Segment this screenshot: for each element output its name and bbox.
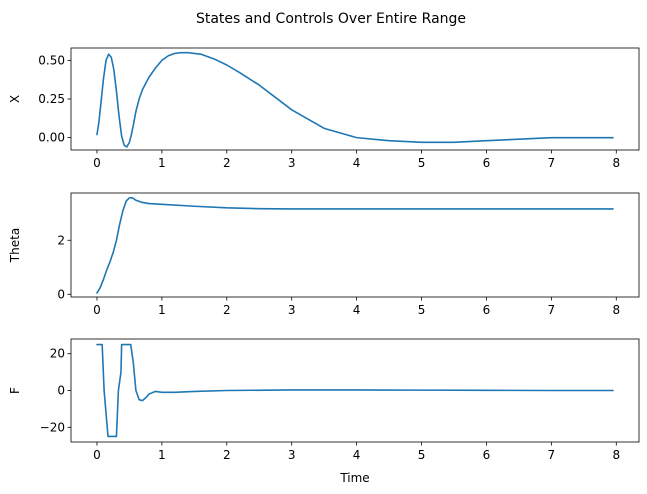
y-tick-label: 0.00	[38, 131, 65, 145]
x-tick-label: 8	[612, 156, 620, 170]
panel-theta: 0 1 2 3 4 5 6 7 8 0 2 Theta	[8, 192, 640, 317]
x-tick-label: 0	[93, 303, 101, 317]
x-tick-label: 1	[158, 448, 166, 462]
x-tick-label: 3	[288, 303, 296, 317]
plot-frame	[70, 47, 640, 151]
x-tick-label: 5	[418, 156, 426, 170]
y-tick-label: −20	[40, 420, 65, 434]
series-line-f	[96, 343, 614, 438]
tick-group: 0 1 2 3 4 5 6 7 8 0 2	[57, 233, 620, 317]
x-tick-label: 2	[223, 448, 231, 462]
y-axis-label: Theta	[8, 228, 22, 263]
x-tick-label: 4	[353, 156, 361, 170]
x-tick-label: 1	[158, 303, 166, 317]
x-tick-label: 6	[483, 448, 491, 462]
y-axis-label: X	[8, 95, 22, 103]
x-tick-label: 8	[612, 303, 620, 317]
panel-x: 0 1 2 3 4 5 6 7 8 0.00 0.25 0.50 X	[8, 47, 640, 170]
panel-f: 0 1 2 3 4 5 6 7 8 −20 0 20 F	[8, 338, 640, 462]
y-tick-label: 20	[50, 347, 65, 361]
x-tick-label: 1	[158, 156, 166, 170]
x-tick-label: 7	[548, 156, 556, 170]
x-tick-label: 5	[418, 303, 426, 317]
y-tick-label: 0.50	[38, 53, 65, 67]
x-tick-label: 4	[353, 448, 361, 462]
x-tick-label: 8	[612, 448, 620, 462]
x-tick-label: 2	[223, 156, 231, 170]
x-tick-label: 0	[93, 448, 101, 462]
series-line-theta	[96, 196, 614, 294]
x-tick-label: 7	[548, 303, 556, 317]
tick-group: 0 1 2 3 4 5 6 7 8 −20 0 20	[40, 347, 620, 462]
x-tick-label: 5	[418, 448, 426, 462]
x-tick-label: 3	[288, 156, 296, 170]
x-tick-label: 7	[548, 448, 556, 462]
x-tick-label: 3	[288, 448, 296, 462]
y-tick-label: 0	[57, 384, 65, 398]
tick-group: 0 1 2 3 4 5 6 7 8 0.00 0.25 0.50	[38, 53, 620, 170]
x-tick-label: 2	[223, 303, 231, 317]
y-tick-label: 0.25	[38, 92, 65, 106]
x-tick-label: 6	[483, 156, 491, 170]
plot-frame	[70, 192, 640, 298]
series-line-x	[96, 51, 614, 148]
x-axis-label: Time	[339, 471, 369, 485]
x-tick-label: 6	[483, 303, 491, 317]
y-tick-label: 2	[57, 233, 65, 247]
x-tick-label: 4	[353, 303, 361, 317]
y-tick-label: 0	[57, 287, 65, 301]
chart-title: States and Controls Over Entire Range	[196, 11, 466, 27]
y-axis-label: F	[8, 387, 22, 394]
x-tick-label: 0	[93, 156, 101, 170]
